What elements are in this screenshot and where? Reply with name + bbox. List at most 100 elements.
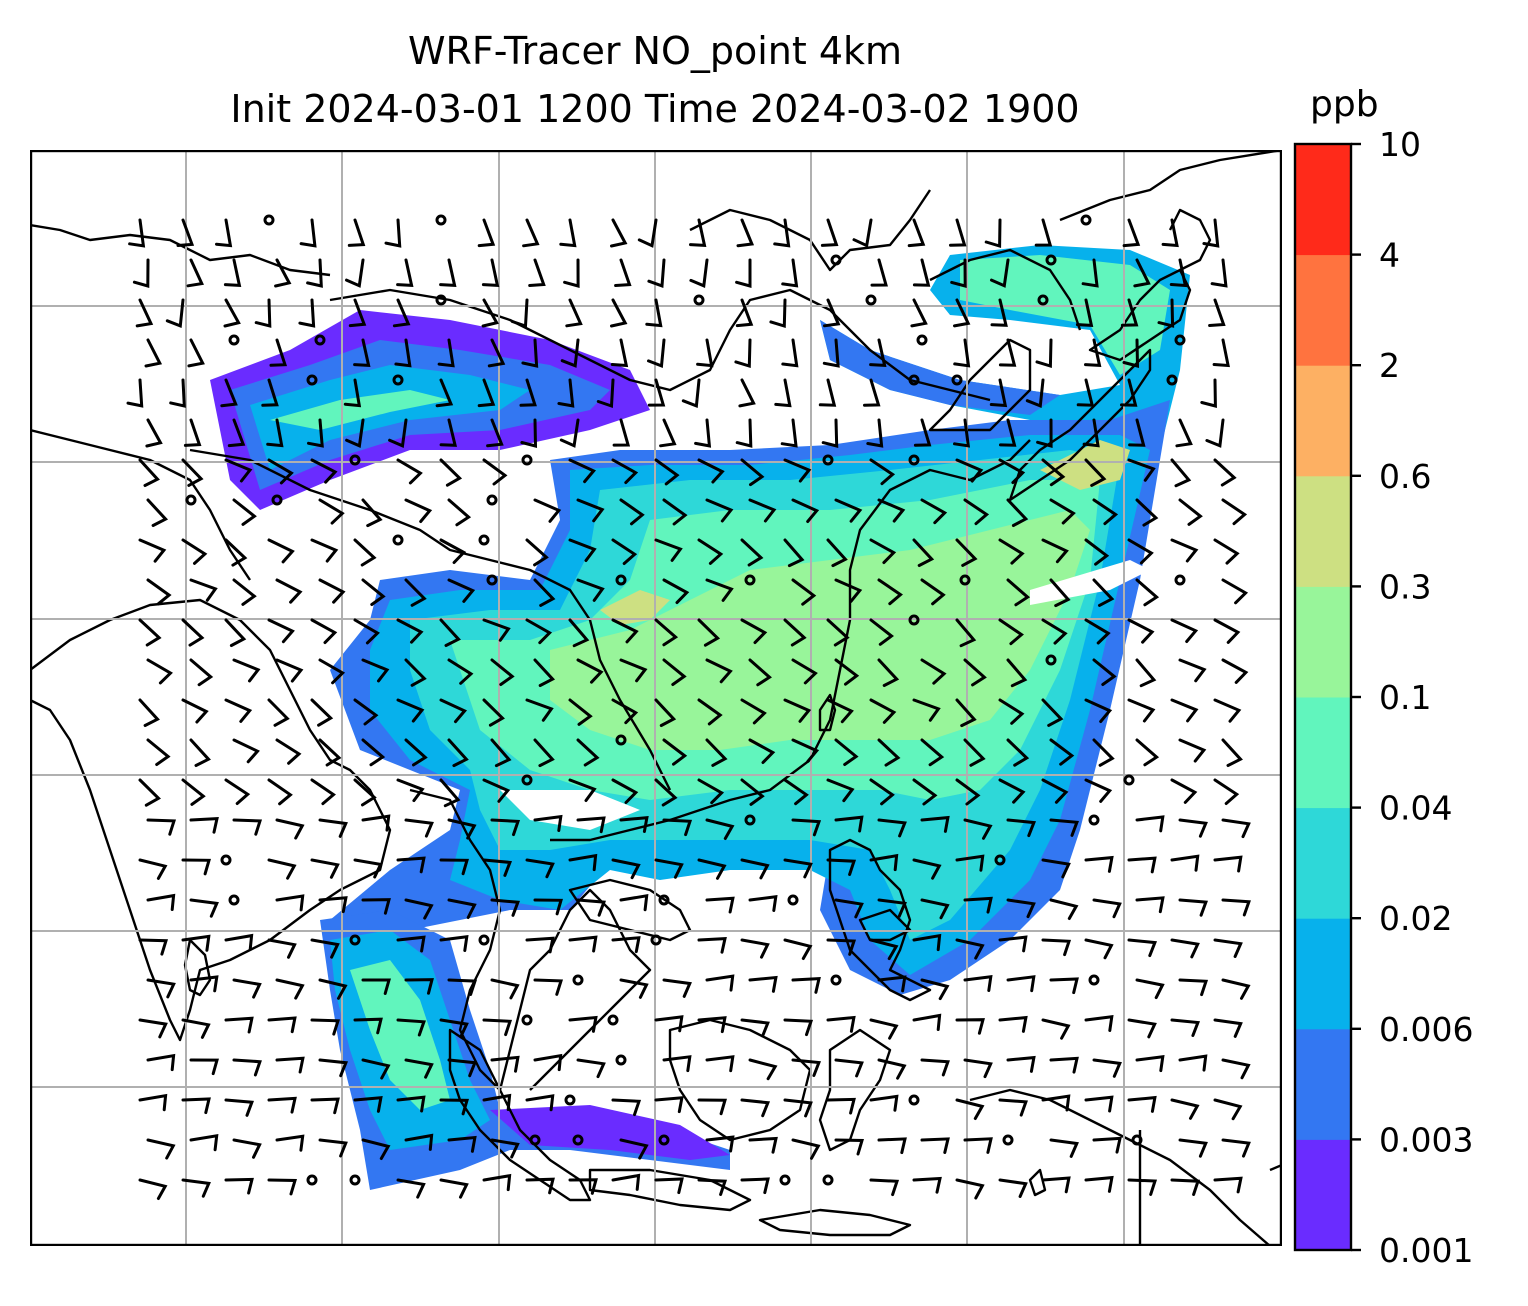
wind-barb: [306, 258, 323, 288]
calm-wind-marker: [1174, 334, 1186, 346]
wind-barb: [694, 418, 712, 448]
wind-barb: [135, 298, 154, 328]
wind-barb: [224, 778, 251, 805]
colorbar-tick-label: 0.02: [1379, 899, 1452, 938]
wind-barb: [146, 818, 177, 836]
wind-barb: [826, 858, 857, 876]
wind-barb: [138, 858, 168, 880]
calm-wind-marker: [228, 894, 240, 906]
wind-barb: [181, 698, 209, 724]
calm-wind-marker: [306, 1174, 318, 1186]
wind-barb: [533, 1053, 563, 1072]
wind-barb: [396, 1095, 426, 1113]
wind-barb: [984, 218, 1002, 249]
wind-barb: [870, 258, 888, 287]
wind-barb: [740, 618, 768, 645]
wind-barb: [165, 298, 185, 329]
wind-barb: [1006, 738, 1030, 767]
calm-wind-marker: [521, 774, 533, 786]
wind-barb: [611, 538, 638, 565]
wind-barb: [748, 1136, 778, 1154]
wind-barb: [1036, 418, 1053, 448]
calm-wind-marker: [908, 614, 920, 626]
map-panel: [30, 150, 1282, 1246]
wind-barb: [791, 1138, 821, 1160]
wind-barb: [834, 815, 864, 833]
wind-barb: [783, 458, 812, 483]
wind-barb: [920, 658, 947, 685]
wind-barb: [654, 458, 680, 486]
wind-barb: [1049, 1056, 1079, 1074]
colorbar-bin: [1295, 807, 1351, 919]
wind-barb: [619, 978, 649, 999]
calm-wind-marker: [349, 1174, 361, 1186]
wind-barb: [1213, 458, 1237, 487]
wind-barb: [275, 658, 304, 683]
wind-barb: [907, 218, 926, 248]
wind-barb: [353, 538, 377, 567]
wind-barb: [343, 378, 362, 408]
wind-barb: [189, 816, 219, 834]
wind-barb: [783, 618, 807, 647]
wind-barb: [1178, 978, 1209, 997]
wind-barb: [533, 578, 556, 607]
wind-barb: [396, 856, 426, 874]
wind-barb: [1221, 578, 1249, 605]
wind-barb: [404, 578, 427, 607]
wind-barb: [396, 698, 425, 723]
wind-barb: [439, 418, 458, 447]
wind-barb: [834, 1058, 864, 1078]
wind-barb: [138, 1093, 168, 1112]
wind-barb: [1135, 498, 1159, 527]
colorbar-bin: [1295, 1139, 1351, 1251]
wind-barb: [735, 258, 752, 288]
wind-barb: [1084, 538, 1110, 566]
wind-barb: [705, 738, 728, 767]
wind-barb: [1135, 658, 1157, 688]
wind-barb: [826, 778, 855, 803]
wind-barb: [447, 578, 476, 603]
wind-barb: [1049, 498, 1076, 525]
wind-barb: [490, 898, 520, 917]
wind-barb: [1213, 538, 1240, 565]
calm-wind-marker: [392, 374, 404, 386]
wind-barb: [781, 258, 799, 288]
wind-barb: [187, 338, 205, 368]
wind-barb: [1041, 1094, 1071, 1112]
wind-barb: [705, 974, 735, 992]
wind-barb: [439, 934, 469, 952]
wind-barb: [963, 738, 986, 767]
wind-barb: [189, 738, 211, 767]
wind-barb: [186, 258, 204, 288]
wind-barb: [128, 218, 146, 248]
wind-barb: [525, 698, 554, 722]
wind-barb: [822, 338, 840, 368]
wind-barb: [611, 778, 639, 804]
wind-barb: [361, 498, 383, 528]
colorbar-bin: [1295, 144, 1351, 256]
wind-barb: [169, 378, 186, 408]
wind-barb: [482, 778, 511, 803]
wind-barb: [1178, 818, 1208, 838]
wind-barb: [998, 778, 1026, 804]
calm-wind-marker: [392, 534, 404, 546]
wind-barb: [619, 1138, 649, 1160]
wind-barb: [998, 698, 1025, 725]
wind-barb: [610, 338, 629, 368]
wind-barb: [189, 975, 219, 993]
wind-barb: [1213, 1176, 1243, 1194]
wind-barb: [963, 896, 993, 914]
wind-barb: [877, 738, 901, 767]
colorbar-tick-label: 0.3: [1379, 567, 1431, 606]
wind-barb: [963, 498, 990, 526]
wind-barb: [998, 538, 1025, 565]
wind-barb: [920, 898, 950, 920]
wind-barb: [490, 1138, 520, 1159]
wind-barb: [869, 618, 894, 646]
wind-barb: [224, 538, 248, 567]
wind-barb: [834, 738, 859, 766]
wind-barb: [611, 936, 641, 954]
wind-barb: [912, 698, 941, 722]
wind-barb: [1006, 658, 1028, 688]
calm-wind-marker: [306, 374, 318, 386]
